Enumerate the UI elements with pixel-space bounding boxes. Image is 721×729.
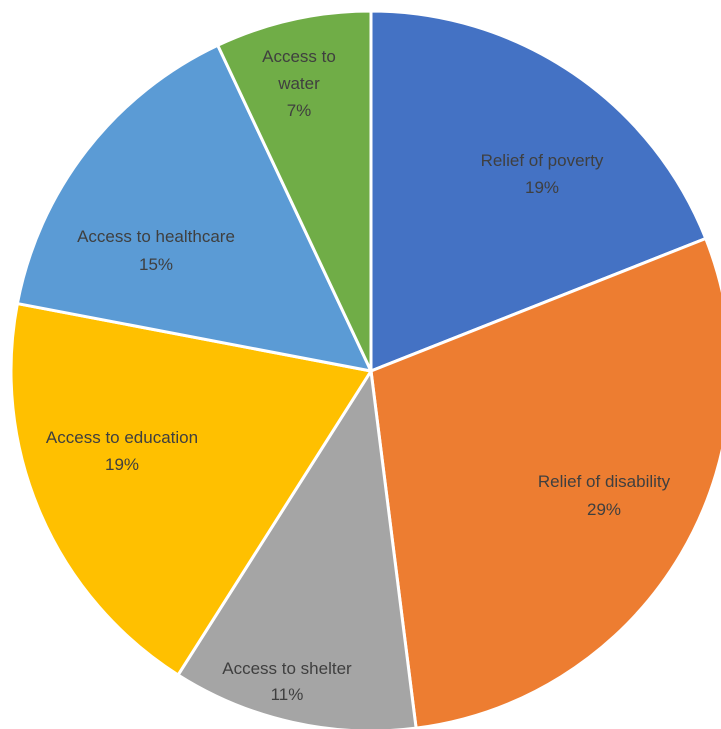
pie-slice-access-to-education xyxy=(9,302,373,677)
slice-label-access-to-education: Access to education xyxy=(46,428,198,447)
slice-value-access-to-education: 19% xyxy=(105,455,139,474)
slices-layer xyxy=(9,9,721,729)
labels-layer: Relief of poverty 19% Relief of disability… xyxy=(46,47,671,704)
slice-value-access-to-shelter: 11% xyxy=(271,685,304,704)
slice-value-relief-of-disability: 29% xyxy=(587,500,621,519)
slice-label-access-to-water-line-2: water xyxy=(277,74,320,93)
pie-slice-access-to-healthcare xyxy=(15,43,373,373)
slice-label-access-to-shelter: Access to shelter xyxy=(222,659,352,678)
slice-value-access-to-water: 7% xyxy=(287,101,312,120)
slice-value-access-to-healthcare: 15% xyxy=(139,255,173,274)
pie-slice-access-to-water xyxy=(216,9,373,373)
pie-slice-relief-of-disability xyxy=(369,236,721,729)
pie-slice-relief-of-poverty xyxy=(369,9,708,373)
slice-label-relief-of-disability: Relief of disability xyxy=(538,472,671,491)
slice-label-access-to-water-line-1: Access to xyxy=(262,47,336,66)
slice-value-relief-of-poverty: 19% xyxy=(525,178,559,197)
slice-label-relief-of-poverty: Relief of poverty xyxy=(481,151,604,170)
slice-label-access-to-healthcare: Access to healthcare xyxy=(77,227,235,246)
pie-slice-access-to-shelter xyxy=(176,369,418,729)
